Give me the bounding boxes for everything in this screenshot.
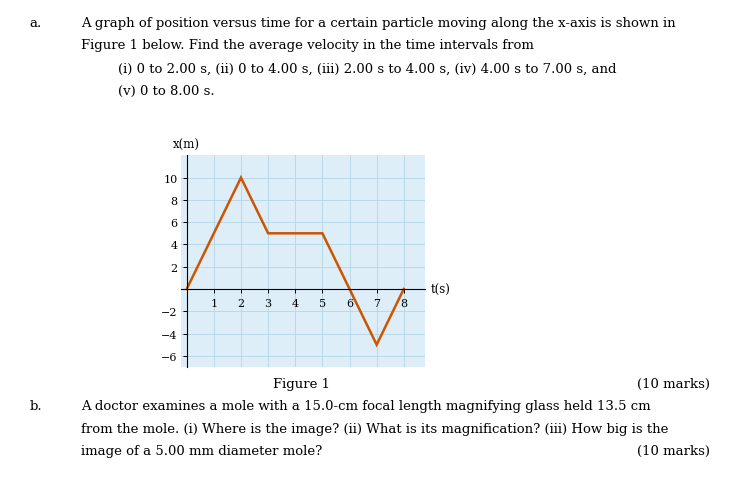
Text: t(s): t(s) (431, 283, 450, 296)
Text: (10 marks): (10 marks) (637, 444, 710, 457)
Text: (v) 0 to 8.00 s.: (v) 0 to 8.00 s. (118, 85, 215, 98)
Text: a.: a. (30, 17, 42, 30)
Text: A doctor examines a mole with a 15.0-cm focal length magnifying glass held 13.5 : A doctor examines a mole with a 15.0-cm … (81, 399, 651, 412)
Text: Figure 1 below. Find the average velocity in the time intervals from: Figure 1 below. Find the average velocit… (81, 39, 534, 52)
Text: from the mole. (i) Where is the image? (ii) What is its magnification? (iii) How: from the mole. (i) Where is the image? (… (81, 422, 669, 435)
Text: (10 marks): (10 marks) (637, 377, 710, 390)
Text: A graph of position versus time for a certain particle moving along the x-axis i: A graph of position versus time for a ce… (81, 17, 676, 30)
Text: x(m): x(m) (173, 139, 201, 152)
Text: image of a 5.00 mm diameter mole?: image of a 5.00 mm diameter mole? (81, 444, 323, 457)
Text: Figure 1: Figure 1 (273, 377, 331, 390)
Text: (i) 0 to 2.00 s, (ii) 0 to 4.00 s, (iii) 2.00 s to 4.00 s, (iv) 4.00 s to 7.00 s: (i) 0 to 2.00 s, (ii) 0 to 4.00 s, (iii)… (118, 62, 617, 75)
Text: b.: b. (30, 399, 42, 412)
